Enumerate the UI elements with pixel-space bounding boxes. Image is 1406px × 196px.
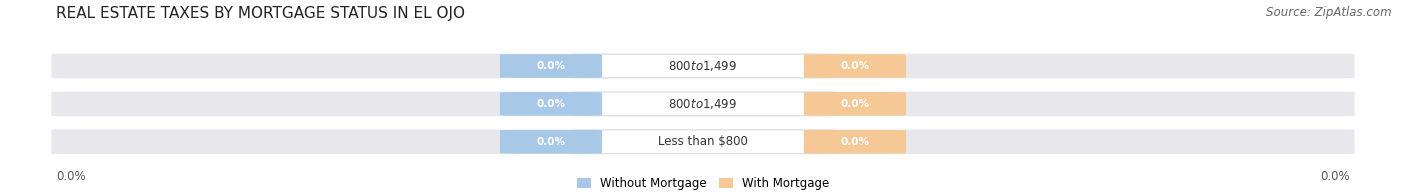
FancyBboxPatch shape (49, 128, 1357, 156)
FancyBboxPatch shape (804, 92, 905, 116)
Text: 0.0%: 0.0% (537, 99, 565, 109)
Text: 0.0%: 0.0% (841, 61, 869, 71)
FancyBboxPatch shape (49, 52, 1357, 80)
Text: $800 to $1,499: $800 to $1,499 (668, 59, 738, 73)
Text: 0.0%: 0.0% (56, 170, 86, 183)
FancyBboxPatch shape (804, 54, 905, 78)
Legend: Without Mortgage, With Mortgage: Without Mortgage, With Mortgage (576, 177, 830, 190)
FancyBboxPatch shape (804, 130, 905, 154)
FancyBboxPatch shape (571, 54, 835, 78)
FancyBboxPatch shape (501, 130, 602, 154)
FancyBboxPatch shape (49, 90, 1357, 118)
FancyBboxPatch shape (501, 92, 602, 116)
Text: 0.0%: 0.0% (537, 61, 565, 71)
Text: Source: ZipAtlas.com: Source: ZipAtlas.com (1267, 6, 1392, 19)
FancyBboxPatch shape (571, 130, 835, 154)
Text: 0.0%: 0.0% (841, 99, 869, 109)
Text: 0.0%: 0.0% (537, 137, 565, 147)
Text: Less than $800: Less than $800 (658, 135, 748, 148)
FancyBboxPatch shape (571, 92, 835, 116)
Text: $800 to $1,499: $800 to $1,499 (668, 97, 738, 111)
Text: 0.0%: 0.0% (841, 137, 869, 147)
Text: 0.0%: 0.0% (1320, 170, 1350, 183)
FancyBboxPatch shape (501, 54, 602, 78)
Text: REAL ESTATE TAXES BY MORTGAGE STATUS IN EL OJO: REAL ESTATE TAXES BY MORTGAGE STATUS IN … (56, 6, 465, 21)
